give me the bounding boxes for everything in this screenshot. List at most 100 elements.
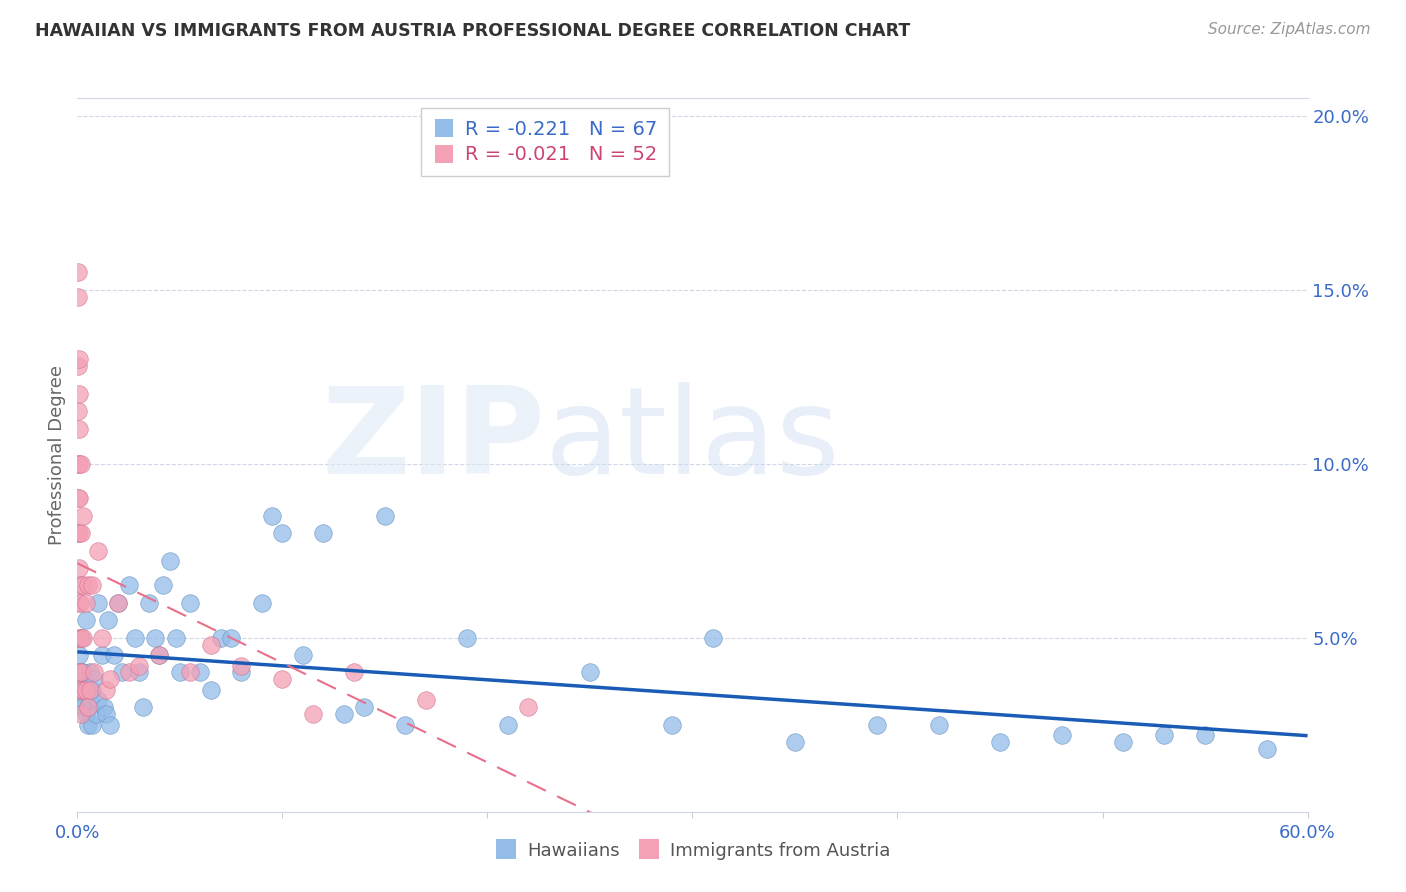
Point <box>231 658 253 673</box>
Point <box>70 457 93 471</box>
Point <box>67 265 90 279</box>
Point <box>107 596 129 610</box>
Point <box>75 707 97 722</box>
Text: HAWAIIAN VS IMMIGRANTS FROM AUSTRIA PROFESSIONAL DEGREE CORRELATION CHART: HAWAIIAN VS IMMIGRANTS FROM AUSTRIA PROF… <box>35 22 911 40</box>
Point <box>262 508 284 523</box>
Point <box>138 596 160 610</box>
Point <box>231 665 253 680</box>
Point <box>702 631 724 645</box>
Y-axis label: Professional Degree: Professional Degree <box>48 365 66 545</box>
Point <box>128 658 150 673</box>
Point <box>783 735 806 749</box>
Point <box>271 673 294 687</box>
Point <box>866 717 889 731</box>
Point <box>165 631 187 645</box>
Point <box>988 735 1011 749</box>
Point <box>67 359 90 373</box>
Point <box>67 352 90 367</box>
Point <box>1153 728 1175 742</box>
Legend: Hawaiians, Immigrants from Austria: Hawaiians, Immigrants from Austria <box>488 835 897 867</box>
Point <box>70 707 93 722</box>
Point <box>250 596 273 610</box>
Point <box>148 648 170 662</box>
Point <box>928 717 950 731</box>
Point <box>302 707 325 722</box>
Point <box>80 717 103 731</box>
Point <box>87 543 110 558</box>
Point <box>67 648 90 662</box>
Point <box>661 717 683 731</box>
Point <box>117 578 139 592</box>
Point <box>97 613 120 627</box>
Point <box>76 700 98 714</box>
Point <box>67 682 90 697</box>
Point <box>84 707 107 722</box>
Point <box>67 665 90 680</box>
Point <box>70 526 93 541</box>
Point <box>76 578 98 592</box>
Point <box>374 508 396 523</box>
Point <box>1256 742 1278 756</box>
Point <box>333 707 356 722</box>
Point <box>83 673 105 687</box>
Point <box>72 665 94 680</box>
Point <box>67 491 90 506</box>
Point <box>69 682 91 697</box>
Point <box>291 648 314 662</box>
Point <box>1050 728 1073 742</box>
Point <box>72 631 94 645</box>
Point <box>79 682 101 697</box>
Point <box>343 665 366 680</box>
Point <box>83 665 105 680</box>
Point <box>67 561 90 575</box>
Point <box>169 665 191 680</box>
Point <box>87 596 110 610</box>
Point <box>70 700 93 714</box>
Point <box>70 665 93 680</box>
Point <box>69 596 91 610</box>
Point <box>98 673 121 687</box>
Point <box>179 596 201 610</box>
Point <box>179 665 201 680</box>
Point <box>80 682 103 697</box>
Point <box>79 693 101 707</box>
Point <box>72 578 94 592</box>
Point <box>76 700 98 714</box>
Point <box>72 682 94 697</box>
Point <box>94 682 117 697</box>
Point <box>75 682 97 697</box>
Point <box>353 700 375 714</box>
Point <box>200 638 222 652</box>
Point <box>209 631 232 645</box>
Point <box>67 387 90 401</box>
Point <box>72 700 94 714</box>
Point <box>128 665 150 680</box>
Point <box>67 491 90 506</box>
Point <box>124 631 146 645</box>
Point <box>87 693 110 707</box>
Point <box>90 631 114 645</box>
Point <box>79 665 101 680</box>
Point <box>517 700 540 714</box>
Point <box>103 648 125 662</box>
Point <box>75 596 97 610</box>
Point <box>271 526 294 541</box>
Point <box>70 578 93 592</box>
Point <box>80 578 103 592</box>
Point <box>70 631 93 645</box>
Point <box>132 700 155 714</box>
Point <box>94 707 117 722</box>
Point <box>159 554 181 568</box>
Point <box>107 596 129 610</box>
Point <box>188 665 212 680</box>
Point <box>67 404 90 418</box>
Point <box>67 457 90 471</box>
Point <box>312 526 335 541</box>
Point <box>67 596 90 610</box>
Point <box>67 289 90 303</box>
Point <box>75 613 97 627</box>
Text: atlas: atlas <box>546 382 841 500</box>
Point <box>1194 728 1216 742</box>
Point <box>90 648 114 662</box>
Text: ZIP: ZIP <box>321 382 546 500</box>
